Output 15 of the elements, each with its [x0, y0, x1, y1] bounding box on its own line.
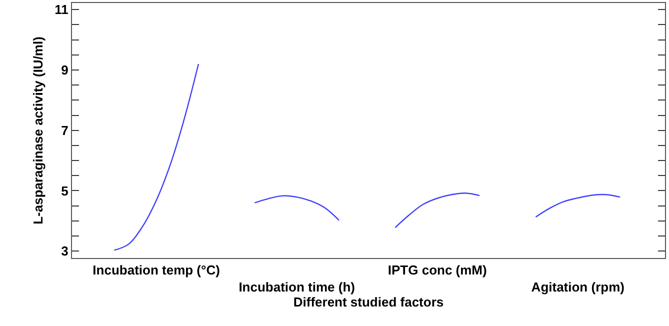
x-tick-label: Incubation time (h): [238, 280, 355, 294]
y-axis-title: L-asparaginase activity (IU/ml): [30, 36, 46, 224]
x-tick-label: IPTG conc (mM): [388, 262, 487, 278]
line-series: [254, 195, 340, 221]
y-tick-label: 3: [61, 244, 68, 259]
line-series: [535, 194, 621, 218]
x-tick-label: Agitation (rpm): [531, 280, 624, 294]
y-tick-label: 5: [61, 183, 68, 198]
y-tick-label: 11: [54, 2, 68, 18]
line-series: [394, 192, 480, 228]
y-tick-label: 9: [61, 62, 68, 78]
y-tick-label: 7: [61, 122, 68, 138]
x-axis-title: Different studied factors: [293, 294, 444, 310]
line-series: [114, 63, 200, 251]
x-tick-label: Incubation temp (°C): [92, 262, 220, 278]
